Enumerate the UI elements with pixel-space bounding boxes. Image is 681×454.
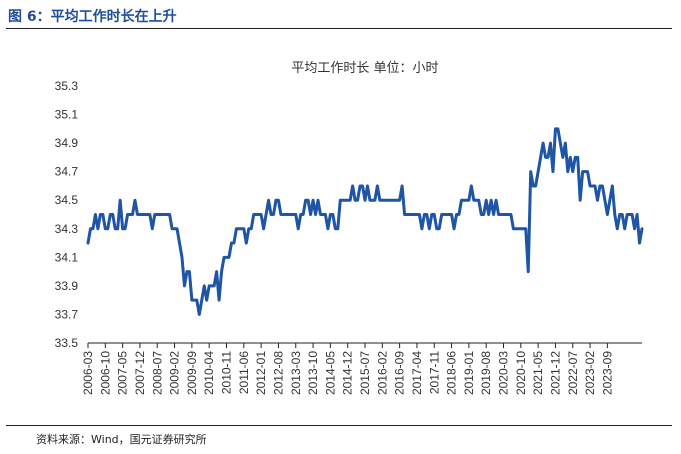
x-tick-label: 2018-06	[445, 351, 459, 395]
x-tick-label: 2023-02	[583, 351, 597, 395]
y-tick-label: 35.1	[55, 108, 79, 122]
bottom-rule	[6, 425, 672, 426]
x-tick-label: 2015-07	[358, 351, 372, 395]
x-tick-label: 2021-12	[548, 351, 562, 395]
x-tick-label: 2008-07	[150, 351, 164, 395]
x-tick-label: 2006-03	[81, 351, 95, 395]
x-tick-label: 2007-05	[116, 351, 130, 395]
x-tick-label: 2013-03	[289, 351, 303, 395]
series-line	[86, 127, 644, 316]
x-tick-label: 2022-07	[566, 351, 580, 395]
x-axis	[87, 342, 642, 348]
source-note: 资料来源：Wind，国元证券研究所	[36, 433, 207, 446]
y-tick-label: 33.5	[55, 336, 79, 350]
series-layer	[86, 127, 644, 316]
x-tick-label: 2007-12	[133, 351, 147, 395]
x-tick-label: 2011-06	[237, 351, 251, 394]
y-tick-label: 33.9	[55, 279, 79, 293]
x-tick-label: 2014-12	[341, 351, 355, 395]
x-tick-label: 2009-09	[185, 351, 199, 395]
y-axis-labels: 33.5 33.7 33.9 34.1 34.3 34.5 34.7 34.9 35.1 35.3	[55, 79, 79, 350]
x-tick-label: 2010-04	[202, 351, 216, 395]
x-tick-label: 2006-10	[98, 351, 112, 395]
x-tick-label: 2020-03	[497, 351, 511, 395]
x-tick-label: 2016-02	[375, 351, 389, 395]
title-rule	[6, 28, 672, 29]
x-tick-label: 2019-01	[462, 351, 476, 395]
x-tick-label: 2012-01	[254, 351, 268, 395]
x-axis-labels: 2006-03 2006-10 2007-05 2007-12 2008-07 2009-…	[81, 351, 614, 395]
x-tick-label: 2009-02	[168, 351, 182, 395]
x-tick-label: 2014-05	[323, 351, 337, 395]
figure-title: 图 6：平均工作时长在上升	[8, 9, 177, 25]
x-tick-label: 2010-11	[220, 351, 234, 394]
x-tick-label: 2019-08	[479, 351, 493, 395]
x-tick-label: 2017-11	[427, 351, 441, 394]
y-tick-label: 34.3	[55, 222, 79, 236]
y-tick-label: 34.9	[55, 136, 79, 150]
x-tick-label: 2012-08	[271, 351, 285, 395]
y-tick-label: 35.3	[55, 79, 79, 93]
x-tick-label: 2020-10	[514, 351, 528, 395]
x-tick-label: 2013-10	[306, 351, 320, 395]
chart-title: 平均工作时长 单位：小时	[291, 61, 438, 76]
x-tick-label: 2017-04	[410, 351, 424, 395]
x-tick-label: 2021-05	[531, 351, 545, 395]
y-tick-label: 33.7	[55, 307, 79, 321]
y-tick-label: 34.7	[55, 165, 79, 179]
x-tick-label: 2016-09	[393, 351, 407, 395]
y-tick-label: 34.5	[55, 193, 79, 207]
x-tick-label: 2023-09	[600, 351, 614, 395]
y-tick-label: 34.1	[55, 250, 79, 264]
